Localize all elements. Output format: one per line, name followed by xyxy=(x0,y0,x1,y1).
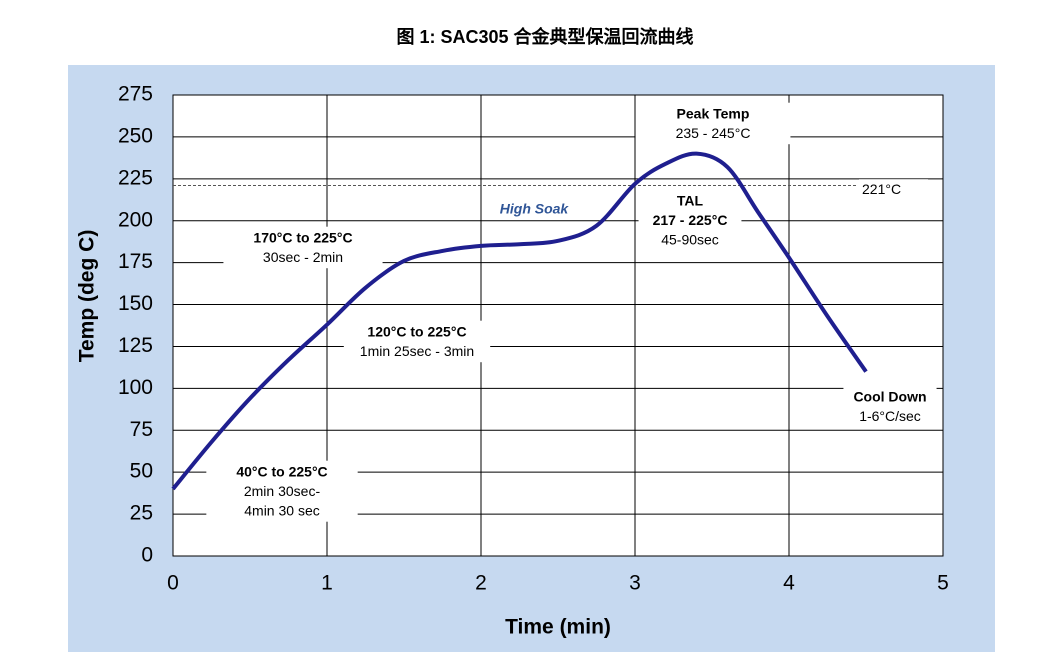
annotation: 120°C to 225°C 1min 25sec - 3min xyxy=(360,324,474,360)
threshold-label: 221°C xyxy=(862,181,901,197)
annotation-box xyxy=(223,226,383,269)
plot-border xyxy=(172,94,944,557)
y-tick-label: 150 xyxy=(118,292,153,315)
x-tick-label: 1 xyxy=(321,572,333,595)
chart-title: 图 1: SAC305 合金典型保温回流曲线 xyxy=(396,26,693,47)
y-tick-label: 275 xyxy=(118,83,153,106)
annotation: TAL 217 - 225°C 45-90sec xyxy=(653,193,728,248)
annotation-text: 45-90sec xyxy=(661,232,719,248)
annotation-text: 235 - 245°C xyxy=(676,125,751,141)
annotation-box xyxy=(843,385,937,428)
annotation: Peak Temp 235 - 245°C xyxy=(676,106,751,142)
x-tick-label: 5 xyxy=(937,572,949,595)
x-tick-label: 2 xyxy=(475,572,487,595)
temperature-curve xyxy=(171,151,868,491)
y-tick-label: 50 xyxy=(130,460,153,483)
y-tick-label: 225 xyxy=(118,166,153,189)
annotation-boxes xyxy=(206,102,937,522)
annotation: 40°C to 225°C 2min 30sec- 4min 30 sec xyxy=(236,464,327,519)
annotation-box xyxy=(859,179,929,200)
y-tick-label: 125 xyxy=(118,334,153,357)
annotation-text: 30sec - 2min xyxy=(263,249,343,265)
y-tick-label: 0 xyxy=(141,544,153,567)
x-tick-label: 3 xyxy=(629,572,641,595)
curve-layer xyxy=(171,151,868,491)
annotation-box xyxy=(206,460,358,522)
y-tick-label: 200 xyxy=(118,208,153,231)
annotation-text: TAL xyxy=(677,193,704,209)
annotation-text: High Soak xyxy=(500,201,570,217)
annotation-text: 2min 30sec- xyxy=(244,483,321,499)
annotation: Cool Down 1-6°C/sec xyxy=(853,389,926,425)
annotation-box xyxy=(343,320,491,363)
x-axis-label: Time (min) xyxy=(505,616,611,639)
annotation-text: 4min 30 sec xyxy=(244,503,319,519)
y-axis-label: Temp (deg C) xyxy=(76,230,99,363)
annotation-box xyxy=(638,189,742,251)
annotation-text: Cool Down xyxy=(853,389,926,405)
y-tick-label: 25 xyxy=(130,502,153,525)
y-tick-label: 100 xyxy=(118,376,153,399)
annotation-text: Peak Temp xyxy=(677,106,750,122)
annotation: High Soak xyxy=(500,201,570,217)
annotation-text: 120°C to 225°C xyxy=(367,324,466,340)
y-tick-label: 250 xyxy=(118,124,153,147)
y-tick-label: 75 xyxy=(130,418,153,441)
annotation: 170°C to 225°C 30sec - 2min xyxy=(253,230,352,266)
annotation-box xyxy=(635,102,791,145)
y-tick-label: 175 xyxy=(118,250,153,273)
x-tick-label: 0 xyxy=(167,572,179,595)
annotation-text: 40°C to 225°C xyxy=(236,464,327,480)
annotation-text: 170°C to 225°C xyxy=(253,230,352,246)
annotation-text: 217 - 225°C xyxy=(653,212,728,228)
x-tick-label: 4 xyxy=(783,572,795,595)
annotation-text: 1-6°C/sec xyxy=(859,408,921,424)
annotation-text: 1min 25sec - 3min xyxy=(360,343,474,359)
